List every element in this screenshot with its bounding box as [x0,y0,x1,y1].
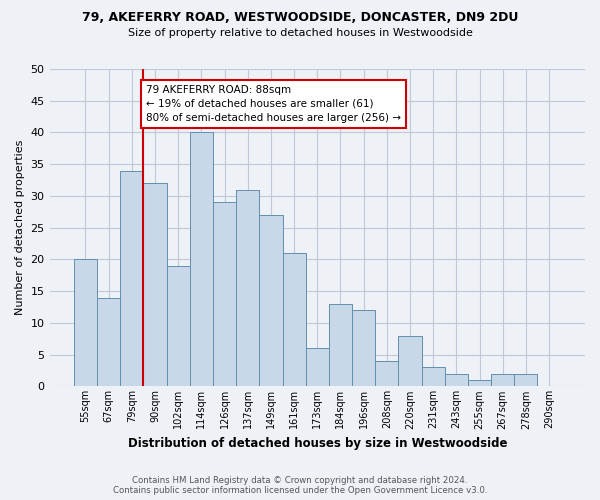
Bar [190,132,213,386]
Text: 79 AKEFERRY ROAD: 88sqm
← 19% of detached houses are smaller (61)
80% of semi-de: 79 AKEFERRY ROAD: 88sqm ← 19% of detache… [146,85,401,123]
Text: Contains public sector information licensed under the Open Government Licence v3: Contains public sector information licen… [113,486,487,495]
Bar [143,184,167,386]
Bar [97,298,120,386]
Bar [491,374,514,386]
Bar [422,368,445,386]
Bar [259,215,283,386]
X-axis label: Distribution of detached houses by size in Westwoodside: Distribution of detached houses by size … [128,437,507,450]
Bar [213,202,236,386]
Bar [329,304,352,386]
Bar [352,310,375,386]
Bar [167,266,190,386]
Bar [514,374,538,386]
Text: Size of property relative to detached houses in Westwoodside: Size of property relative to detached ho… [128,28,472,38]
Bar [283,253,305,386]
Y-axis label: Number of detached properties: Number of detached properties [15,140,25,316]
Bar [398,336,422,386]
Text: 79, AKEFERRY ROAD, WESTWOODSIDE, DONCASTER, DN9 2DU: 79, AKEFERRY ROAD, WESTWOODSIDE, DONCAST… [82,11,518,24]
Bar [120,170,143,386]
Text: Contains HM Land Registry data © Crown copyright and database right 2024.: Contains HM Land Registry data © Crown c… [132,476,468,485]
Bar [305,348,329,387]
Bar [468,380,491,386]
Bar [375,361,398,386]
Bar [445,374,468,386]
Bar [236,190,259,386]
Bar [74,260,97,386]
